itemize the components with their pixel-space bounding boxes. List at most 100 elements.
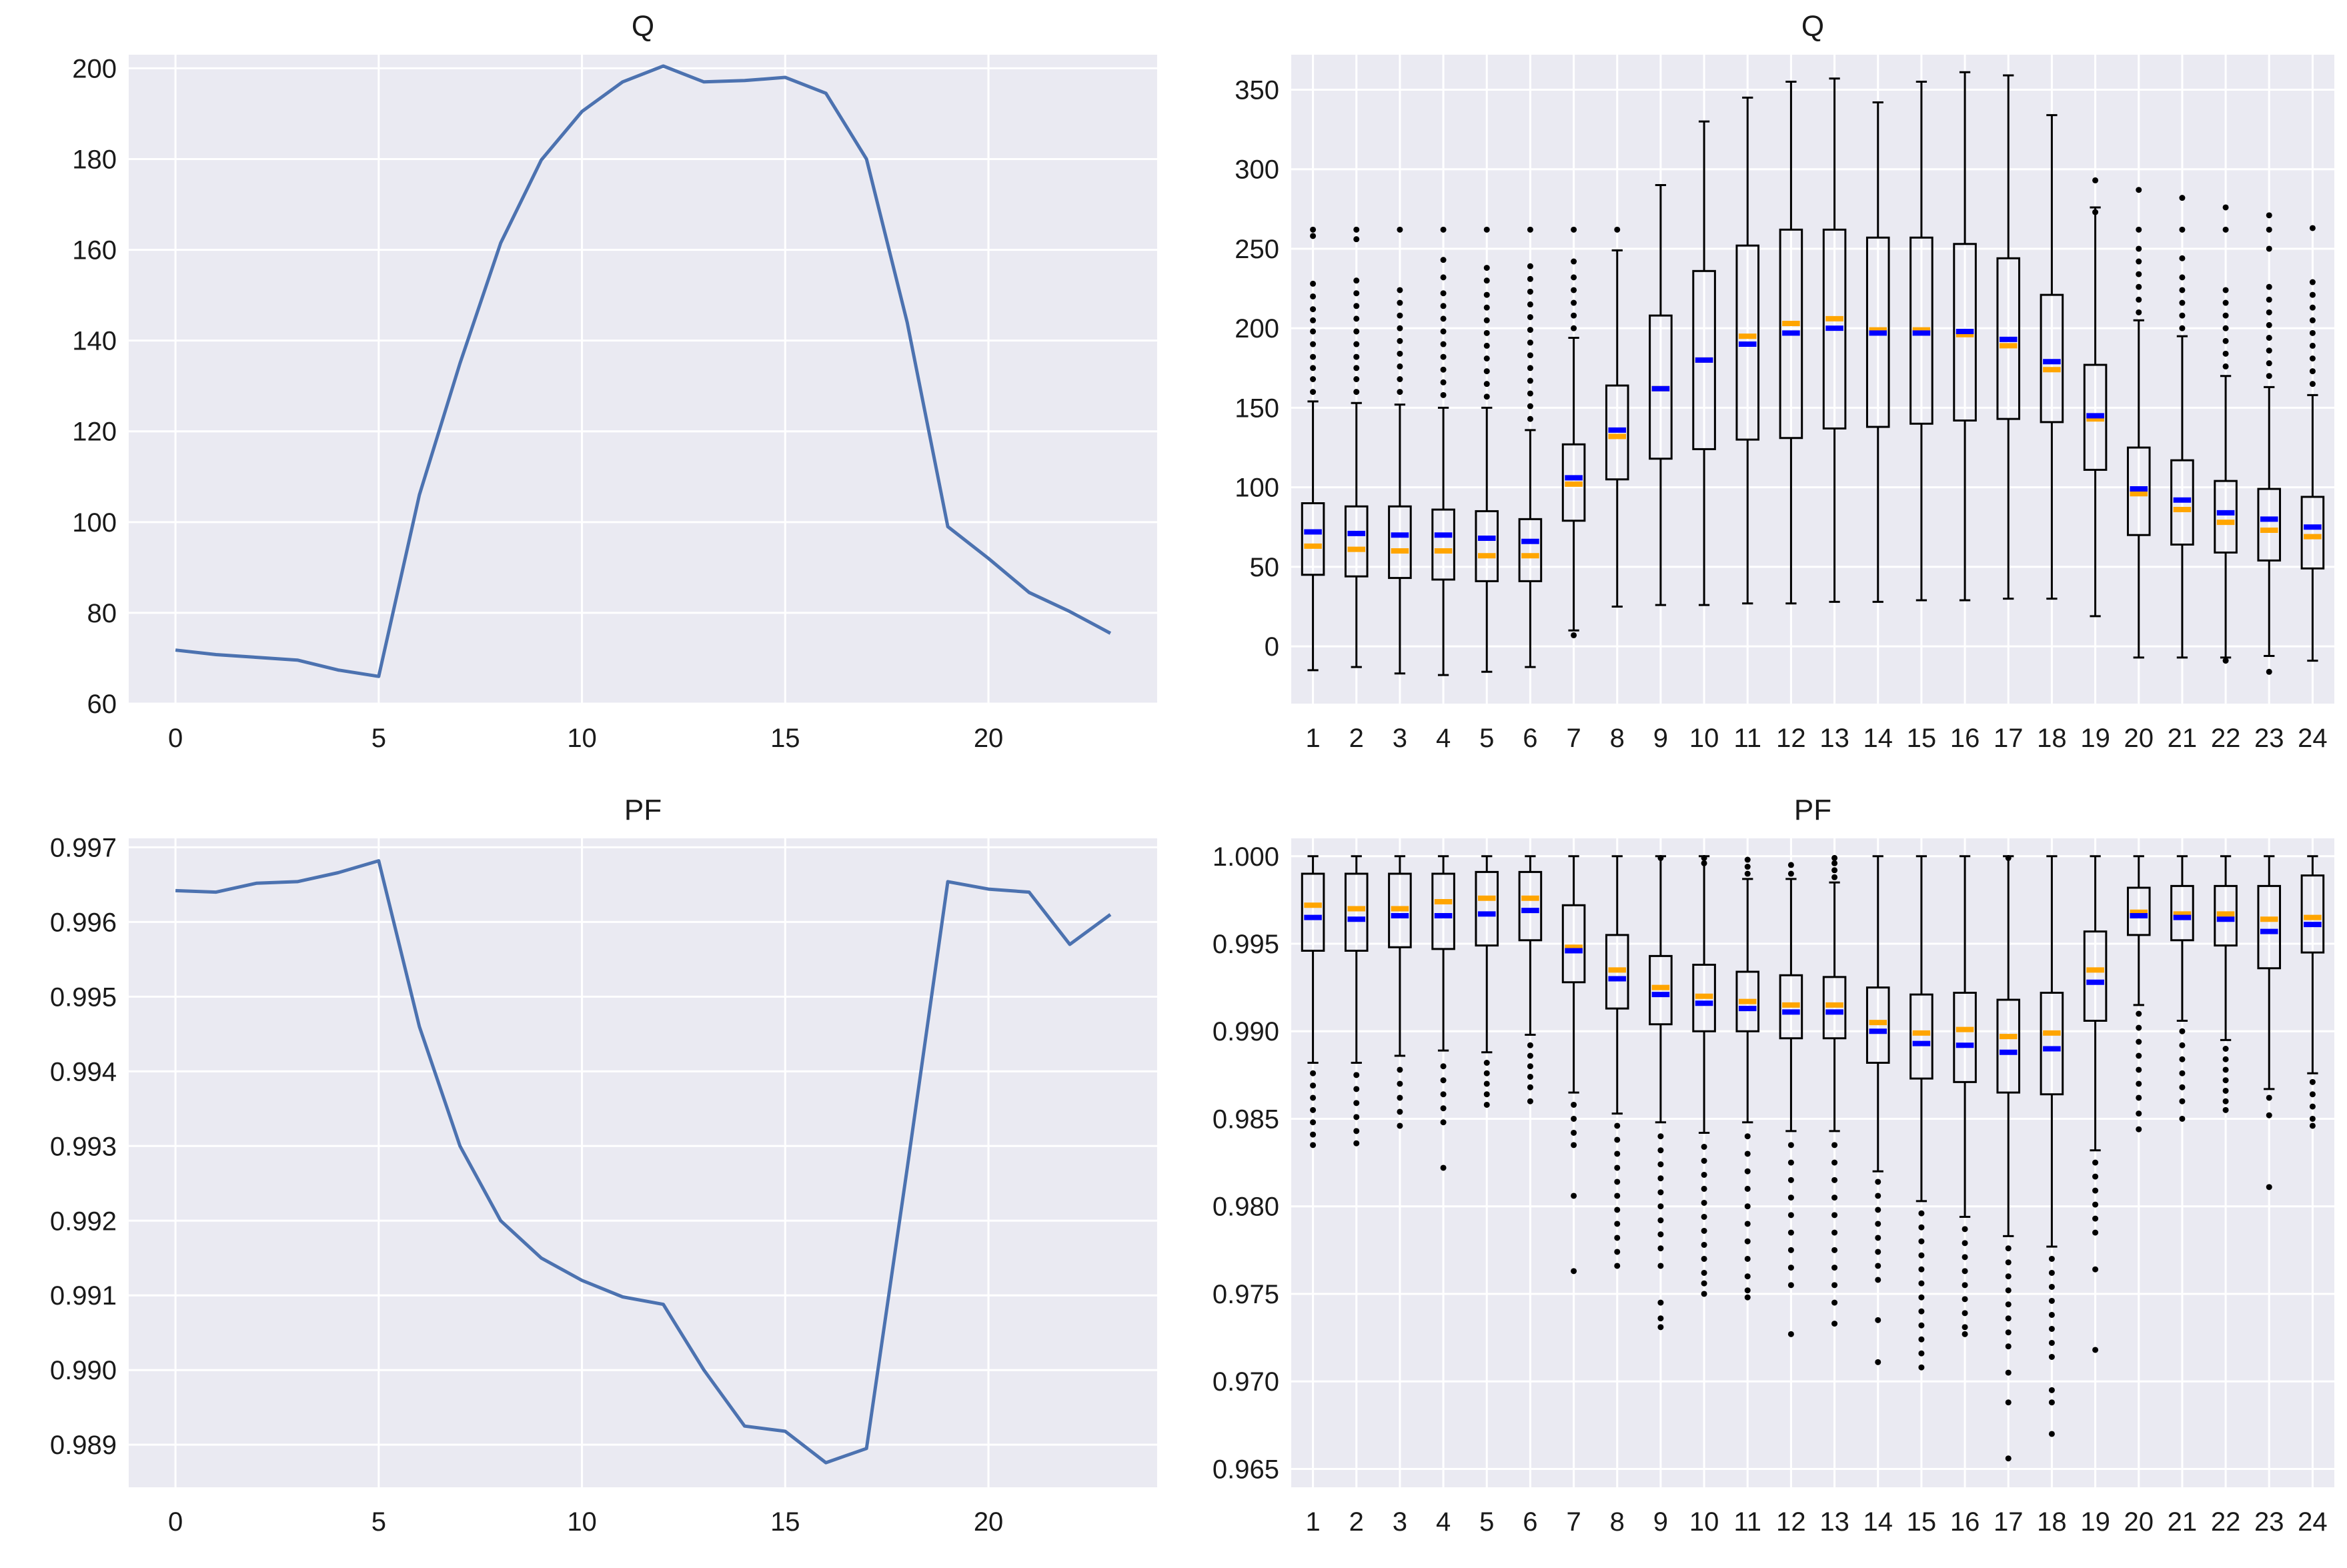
- outlier-point: [1397, 226, 1403, 233]
- iqr-box: [2126, 886, 2151, 936]
- outlier-point: [1353, 365, 1360, 371]
- outlier-point: [1440, 257, 1447, 263]
- outlier-point: [1701, 1213, 1707, 1220]
- outlier-point: [2005, 1399, 2012, 1406]
- outlier-point: [1744, 1238, 1751, 1245]
- iqr-box: [1605, 934, 1629, 1010]
- outlier-point: [1397, 312, 1403, 319]
- box-19: [2083, 855, 2108, 1353]
- outlier-point: [1310, 226, 1317, 233]
- y-tick-label: 0.996: [50, 908, 117, 937]
- outlier-point: [2309, 355, 2316, 361]
- outlier-point: [1310, 1082, 1317, 1089]
- outlier-point: [2266, 1094, 2272, 1101]
- outlier-point: [1657, 854, 1664, 861]
- outlier-point: [1310, 306, 1317, 313]
- outlier-point: [2005, 1455, 2012, 1462]
- x-tick-label: 5: [1479, 724, 1494, 753]
- outlier-point: [2048, 1339, 2055, 1346]
- x-tick-label: 6: [1523, 724, 1537, 753]
- iqr-box: [1909, 993, 1933, 1080]
- outlier-point: [1918, 1322, 1925, 1329]
- outlier-point: [2048, 1431, 2055, 1437]
- outlier-point: [1397, 299, 1403, 306]
- iqr-box: [1649, 954, 1673, 1026]
- outlier-point: [1744, 1221, 1751, 1227]
- iqr-box: [2040, 992, 2064, 1096]
- outlier-point: [1440, 1091, 1447, 1098]
- outlier-point: [2005, 1259, 2012, 1266]
- y-tick-label: 1.000: [1213, 842, 1279, 872]
- outlier-point: [1353, 1128, 1360, 1134]
- outlier-point: [1353, 328, 1360, 335]
- box-17: [1996, 854, 2021, 1462]
- outlier-point: [1571, 312, 1577, 319]
- y-tick-label: 0.990: [1213, 1017, 1279, 1046]
- outlier-point: [1571, 1268, 1577, 1275]
- outlier-point: [1831, 1142, 1838, 1148]
- outlier-point: [2092, 1173, 2099, 1180]
- outlier-point: [1483, 368, 1490, 375]
- iqr-box: [1996, 998, 2021, 1094]
- box-14: [1865, 101, 1890, 603]
- x-tick-label: 12: [1776, 1507, 1806, 1537]
- outlier-point: [1787, 1229, 1794, 1236]
- outlier-point: [1962, 1268, 1968, 1275]
- y-tick-label: 60: [87, 690, 117, 719]
- outlier-point: [1787, 1282, 1794, 1289]
- iqr-box: [1996, 257, 2021, 420]
- box-10: [1692, 120, 1716, 606]
- outlier-point: [1440, 1077, 1447, 1084]
- x-tick-label: 10: [567, 1507, 597, 1537]
- outlier-point: [1614, 1164, 1621, 1171]
- outlier-point: [1701, 1171, 1707, 1178]
- outlier-point: [1831, 874, 1838, 880]
- outlier-point: [2048, 1311, 2055, 1318]
- outlier-point: [2005, 1343, 2012, 1350]
- outlier-point: [2136, 1010, 2142, 1017]
- outlier-point: [1918, 1350, 1925, 1357]
- box-21: [2170, 855, 2194, 1122]
- outlier-point: [2266, 212, 2272, 219]
- outlier-point: [2309, 381, 2316, 387]
- outlier-point: [1483, 1080, 1490, 1087]
- x-tick-label: 15: [1907, 724, 1937, 753]
- outlier-point: [1440, 290, 1447, 297]
- outlier-point: [2266, 1184, 2272, 1191]
- outlier-point: [1527, 1052, 1533, 1059]
- outlier-point: [1440, 1119, 1447, 1126]
- outlier-point: [1831, 1195, 1838, 1201]
- outlier-point: [1787, 1212, 1794, 1219]
- box-7: [1561, 855, 1586, 1275]
- x-tick-label: 8: [1610, 1507, 1625, 1537]
- outlier-point: [1787, 1265, 1794, 1271]
- x-tick-label: 20: [2124, 724, 2154, 753]
- outlier-point: [1918, 1224, 1925, 1231]
- outlier-point: [1875, 1235, 1881, 1241]
- iqr-box: [1561, 443, 1586, 522]
- outlier-point: [2222, 204, 2229, 211]
- outlier-point: [1831, 1177, 1838, 1183]
- x-tick-label: 12: [1776, 724, 1806, 753]
- outlier-point: [1962, 1254, 1968, 1261]
- x-tick-label: 10: [567, 724, 597, 753]
- outlier-point: [2005, 1245, 2012, 1252]
- outlier-point: [2309, 342, 2316, 349]
- outlier-point: [1397, 287, 1403, 293]
- box-14: [1865, 855, 1890, 1365]
- outlier-point: [2222, 226, 2229, 233]
- outlier-point: [1440, 328, 1447, 335]
- box-16: [1953, 855, 1977, 1337]
- outlier-point: [2048, 1297, 2055, 1304]
- outlier-point: [2222, 1106, 2229, 1113]
- box-4: [1431, 855, 1455, 1171]
- outlier-point: [2309, 291, 2316, 298]
- outlier-point: [2309, 304, 2316, 311]
- outlier-point: [1397, 1066, 1403, 1073]
- outlier-point: [1657, 1263, 1664, 1269]
- outlier-point: [1614, 1221, 1621, 1227]
- outlier-point: [2266, 296, 2272, 303]
- outlier-point: [1918, 1294, 1925, 1301]
- iqr-box: [1909, 236, 1933, 425]
- pf-box-plot-area: [1291, 838, 2334, 1487]
